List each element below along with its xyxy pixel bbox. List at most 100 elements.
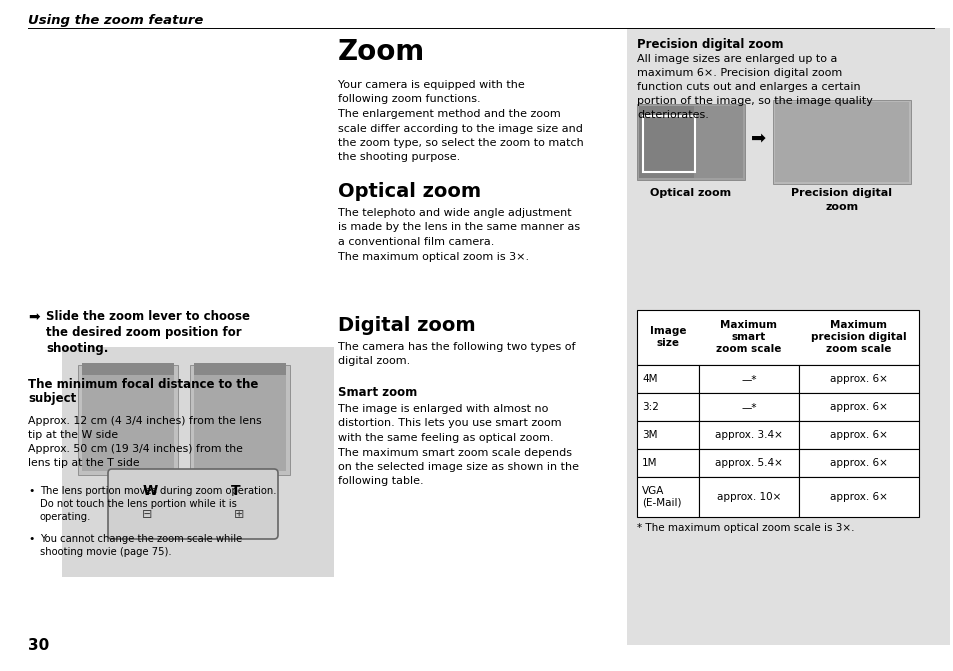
Bar xyxy=(699,449,799,477)
Bar xyxy=(799,421,918,449)
Bar xyxy=(699,421,799,449)
Text: —*: —* xyxy=(740,402,756,412)
Text: Precision digital zoom: Precision digital zoom xyxy=(637,38,782,51)
Text: Maximum
smart
zoom scale: Maximum smart zoom scale xyxy=(716,320,781,354)
Text: —*: —* xyxy=(740,374,756,384)
Text: 4M: 4M xyxy=(641,374,657,384)
Text: ⊞: ⊞ xyxy=(233,509,244,521)
Text: the zoom type, so select the zoom to match: the zoom type, so select the zoom to mat… xyxy=(337,138,583,148)
FancyBboxPatch shape xyxy=(108,469,277,539)
Text: The image is enlarged with almost no: The image is enlarged with almost no xyxy=(337,404,548,414)
Text: Digital zoom: Digital zoom xyxy=(337,316,476,335)
Bar xyxy=(637,104,744,180)
Bar xyxy=(799,393,918,421)
Bar xyxy=(637,393,699,421)
Text: 3:2: 3:2 xyxy=(641,402,659,412)
Text: shooting.: shooting. xyxy=(46,342,109,355)
Bar xyxy=(82,363,173,375)
Bar xyxy=(193,371,286,471)
Text: approx. 6×: approx. 6× xyxy=(829,430,887,440)
Text: maximum 6×. Precision digital zoom: maximum 6×. Precision digital zoom xyxy=(637,68,841,78)
Bar xyxy=(639,106,693,178)
Text: the desired zoom position for: the desired zoom position for xyxy=(46,326,241,339)
Text: The maximum smart zoom scale depends: The maximum smart zoom scale depends xyxy=(337,448,572,458)
Text: subject: subject xyxy=(28,392,76,405)
Text: scale differ according to the image size and: scale differ according to the image size… xyxy=(337,123,582,134)
Text: approx. 5.4×: approx. 5.4× xyxy=(715,458,782,468)
Text: Using the zoom feature: Using the zoom feature xyxy=(28,14,203,27)
Bar xyxy=(637,421,699,449)
Text: approx. 6×: approx. 6× xyxy=(829,402,887,412)
Text: * The maximum optical zoom scale is 3×.: * The maximum optical zoom scale is 3×. xyxy=(637,523,854,533)
Text: with the same feeling as optical zoom.: with the same feeling as optical zoom. xyxy=(337,433,553,443)
Text: Your camera is equipped with the: Your camera is equipped with the xyxy=(337,80,524,90)
Text: 1M: 1M xyxy=(641,458,657,468)
Text: zoom: zoom xyxy=(824,202,858,212)
Text: Smart zoom: Smart zoom xyxy=(337,386,416,399)
Bar xyxy=(62,347,334,577)
Text: function cuts out and enlarges a certain: function cuts out and enlarges a certain xyxy=(637,82,860,92)
Text: •: • xyxy=(28,534,34,544)
Text: You cannot change the zoom scale while: You cannot change the zoom scale while xyxy=(40,534,242,544)
Bar xyxy=(637,310,918,365)
Text: W: W xyxy=(142,484,157,498)
Text: 3M: 3M xyxy=(641,430,657,440)
Bar xyxy=(78,365,178,475)
Text: approx. 3.4×: approx. 3.4× xyxy=(715,430,782,440)
Text: Do not touch the lens portion while it is: Do not touch the lens portion while it i… xyxy=(40,499,236,509)
Bar xyxy=(190,365,290,475)
Text: VGA
(E-Mail): VGA (E-Mail) xyxy=(641,486,680,508)
Bar xyxy=(699,477,799,517)
Text: Slide the zoom lever to choose: Slide the zoom lever to choose xyxy=(46,310,250,323)
Text: approx. 10×: approx. 10× xyxy=(716,492,781,502)
Text: approx. 6×: approx. 6× xyxy=(829,458,887,468)
Bar xyxy=(799,449,918,477)
Text: All image sizes are enlarged up to a: All image sizes are enlarged up to a xyxy=(637,54,837,64)
Text: following zoom functions.: following zoom functions. xyxy=(337,95,480,105)
Text: ➡: ➡ xyxy=(28,310,40,324)
Text: The lens portion moves during zoom operation.: The lens portion moves during zoom opera… xyxy=(40,486,276,496)
Text: Approx. 12 cm (4 3/4 inches) from the lens: Approx. 12 cm (4 3/4 inches) from the le… xyxy=(28,416,261,426)
Text: Precision digital: Precision digital xyxy=(791,188,892,198)
Text: The enlargement method and the zoom: The enlargement method and the zoom xyxy=(337,109,560,119)
Text: tip at the W side: tip at the W side xyxy=(28,430,118,440)
Text: The camera has the following two types of: The camera has the following two types o… xyxy=(337,342,575,352)
Text: digital zoom.: digital zoom. xyxy=(337,356,410,366)
Text: following table.: following table. xyxy=(337,476,423,486)
Text: The telephoto and wide angle adjustment: The telephoto and wide angle adjustment xyxy=(337,208,571,218)
Text: ⊟: ⊟ xyxy=(142,509,152,521)
Text: •: • xyxy=(28,486,34,496)
Text: deteriorates.: deteriorates. xyxy=(637,110,708,120)
Bar xyxy=(626,28,949,645)
Text: T: T xyxy=(231,484,240,498)
Bar xyxy=(637,477,699,517)
Bar xyxy=(774,102,908,182)
Bar xyxy=(193,363,286,375)
Text: The maximum optical zoom is 3×.: The maximum optical zoom is 3×. xyxy=(337,252,529,262)
Text: portion of the image, so the image quality: portion of the image, so the image quali… xyxy=(637,96,872,106)
Bar xyxy=(637,449,699,477)
Text: Approx. 50 cm (19 3/4 inches) from the: Approx. 50 cm (19 3/4 inches) from the xyxy=(28,444,243,454)
Text: is made by the lens in the same manner as: is made by the lens in the same manner a… xyxy=(337,223,579,232)
Text: approx. 6×: approx. 6× xyxy=(829,374,887,384)
Bar xyxy=(699,365,799,393)
Bar xyxy=(637,365,699,393)
Text: approx. 6×: approx. 6× xyxy=(829,492,887,502)
Bar xyxy=(799,477,918,517)
Bar xyxy=(699,393,799,421)
Bar xyxy=(772,100,910,184)
Text: Optical zoom: Optical zoom xyxy=(337,182,480,201)
Text: lens tip at the T side: lens tip at the T side xyxy=(28,458,139,468)
Text: distortion. This lets you use smart zoom: distortion. This lets you use smart zoom xyxy=(337,419,561,429)
Text: the shooting purpose.: the shooting purpose. xyxy=(337,152,459,162)
Text: ➡: ➡ xyxy=(751,129,766,147)
Text: on the selected image size as shown in the: on the selected image size as shown in t… xyxy=(337,462,578,472)
Text: Optical zoom: Optical zoom xyxy=(650,188,731,198)
Text: Zoom: Zoom xyxy=(337,38,425,66)
Text: 30: 30 xyxy=(28,638,50,653)
Text: Image
size: Image size xyxy=(649,326,685,348)
Text: The minimum focal distance to the: The minimum focal distance to the xyxy=(28,378,258,391)
Text: a conventional film camera.: a conventional film camera. xyxy=(337,237,494,247)
Bar xyxy=(642,116,695,172)
Bar xyxy=(639,106,742,178)
